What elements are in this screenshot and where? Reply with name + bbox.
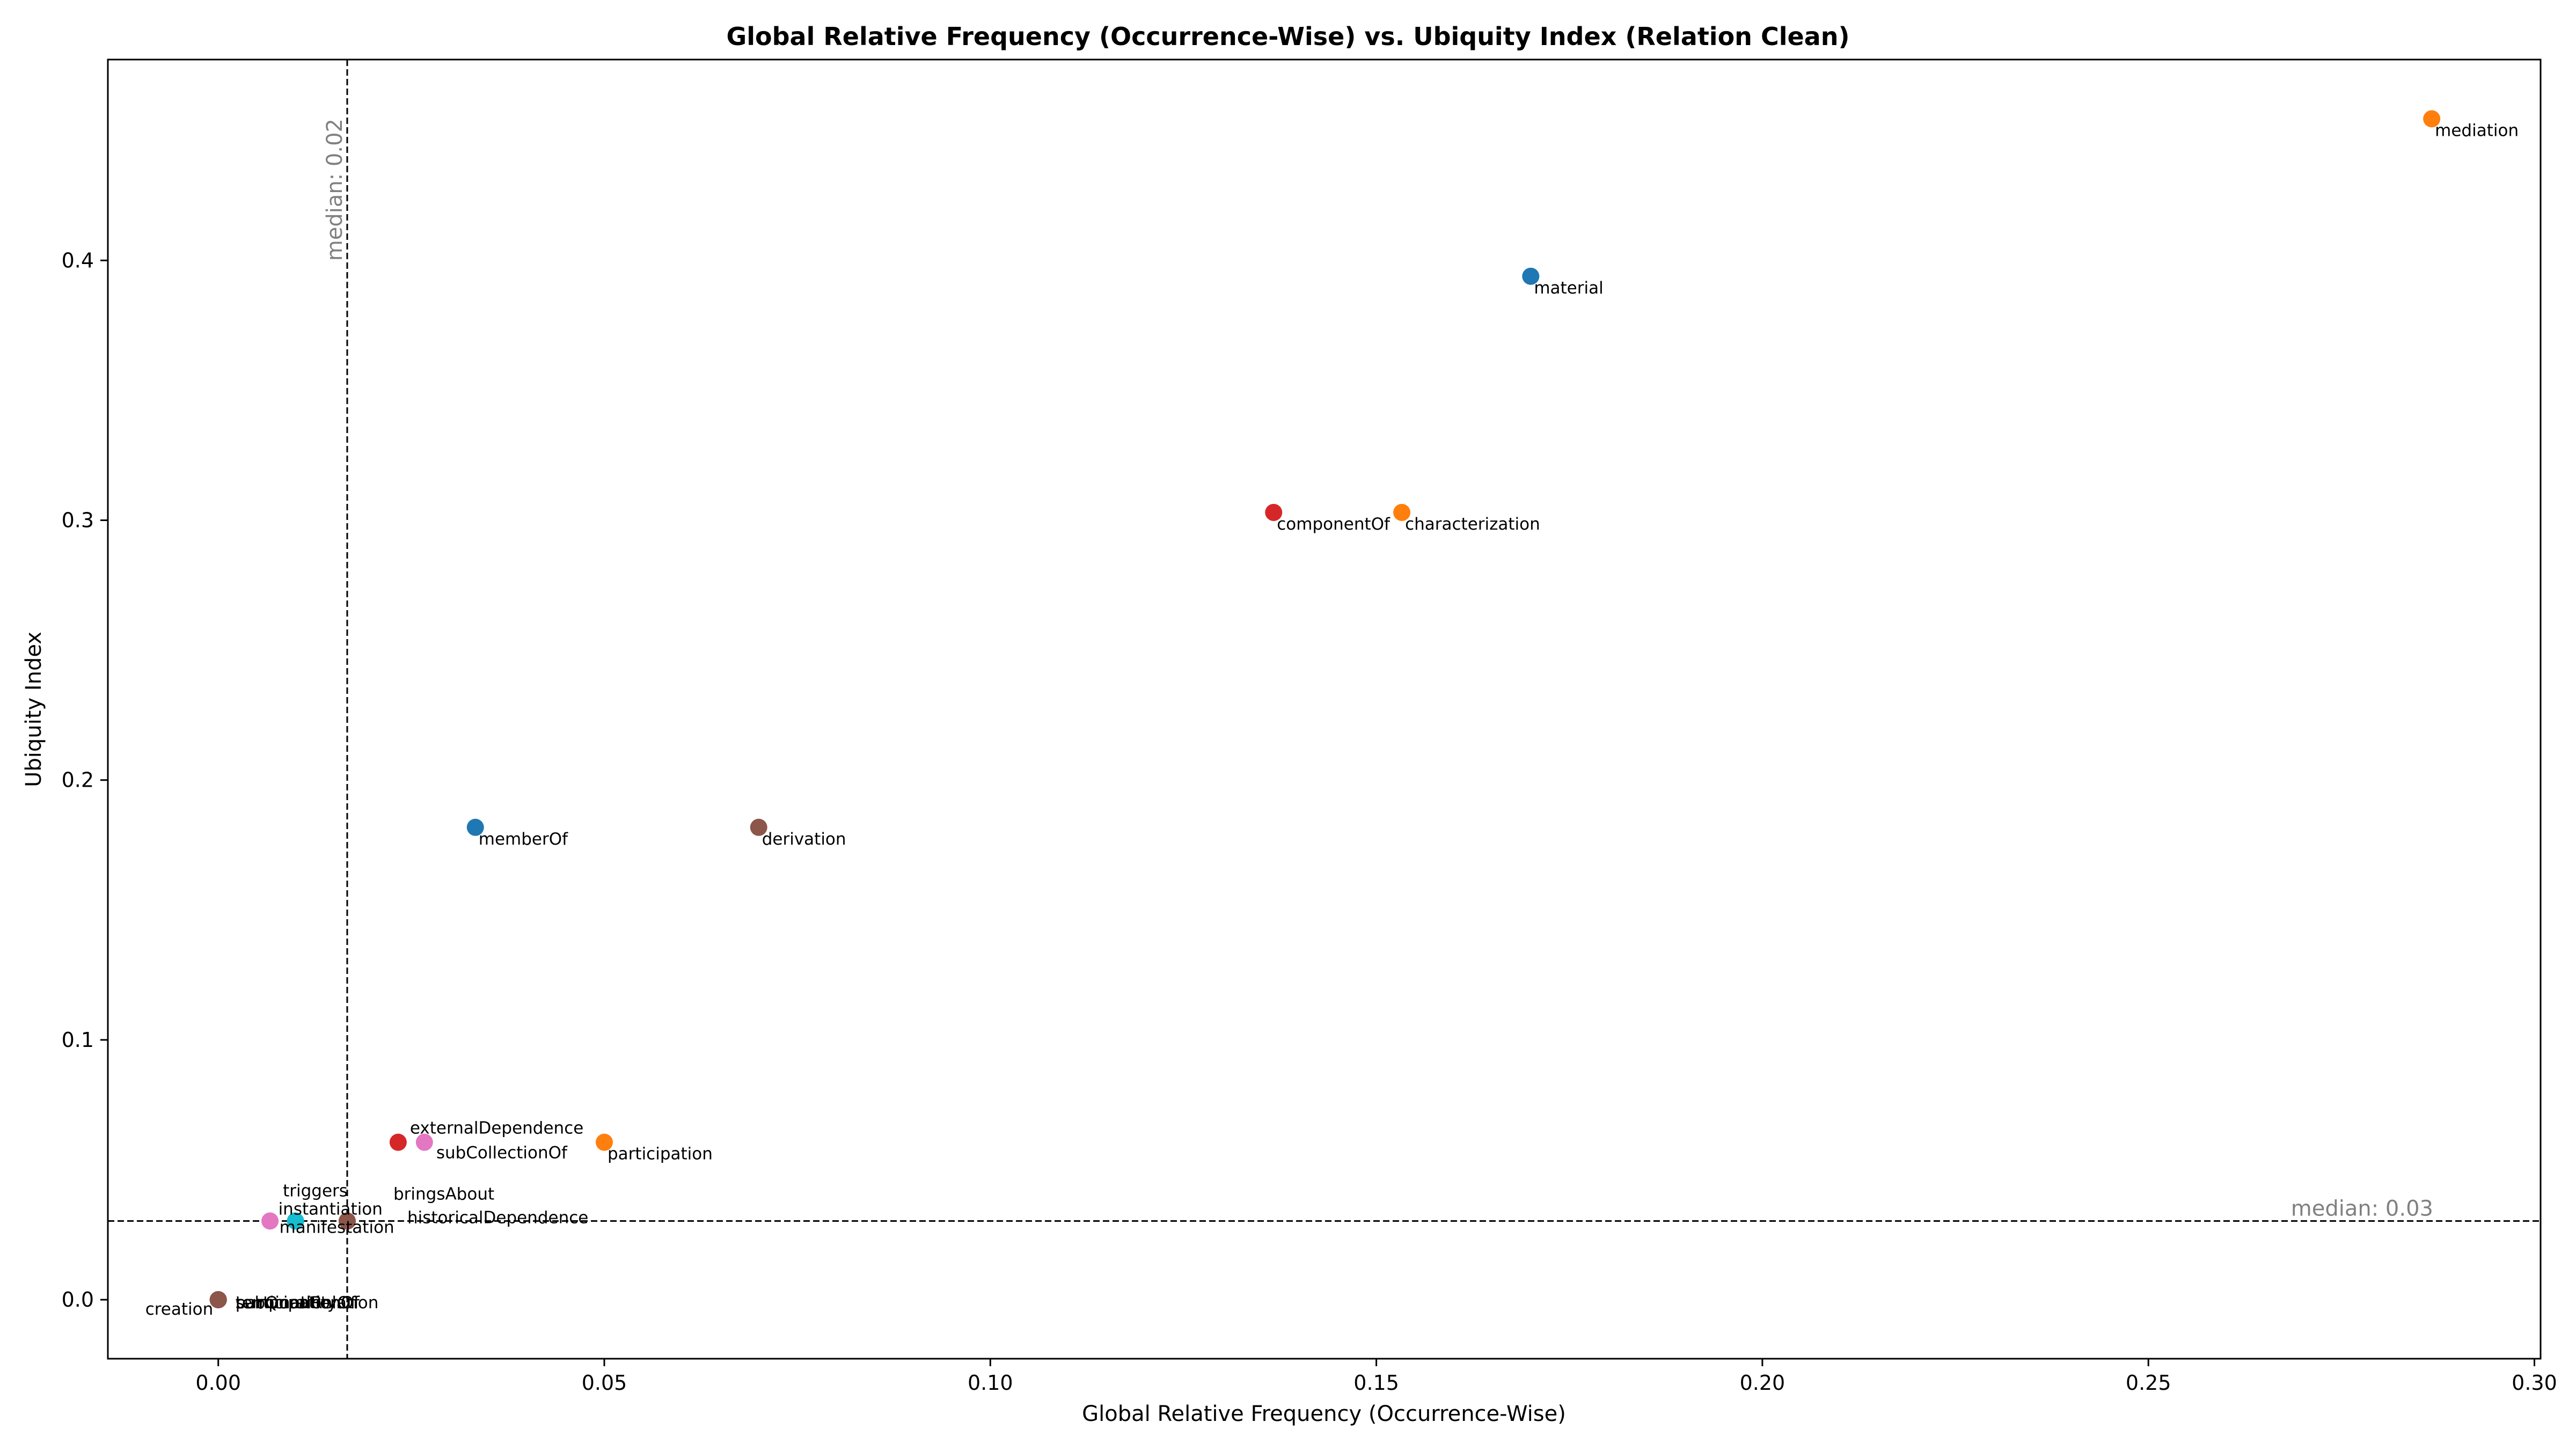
data-point-derivation — [750, 818, 767, 836]
y-tick-label: 0.1 — [62, 1028, 94, 1052]
x-tick-label: 0.10 — [968, 1371, 1013, 1395]
data-point-mediation — [2423, 110, 2441, 128]
point-label-characterization: characterization — [1405, 515, 1540, 534]
data-point-componentOf — [1265, 503, 1283, 521]
chart-title: Global Relative Frequency (Occurrence-Wi… — [727, 22, 1850, 51]
point-label-creation: creation — [145, 1300, 214, 1319]
plot-area: median: 0.02 median: 0.03 mediation materia… — [108, 60, 2541, 1359]
data-point-externalDependence — [389, 1133, 407, 1151]
point-label-subQuantityOf: subQuantityOf — [236, 1293, 357, 1313]
plot-frame — [107, 58, 2542, 1360]
data-point-memberOf — [466, 818, 484, 836]
point-label-memberOf: memberOf — [479, 830, 568, 849]
point-label-participationOf: participationOf — [236, 1293, 360, 1313]
y-tick-label: 0.0 — [62, 1288, 94, 1311]
point-label-participation: participation — [608, 1145, 713, 1164]
data-point-historicalDependence — [338, 1212, 356, 1230]
x-tick-label: 0.25 — [2126, 1371, 2171, 1395]
point-label-temporalRelation: temporalRelation — [236, 1293, 379, 1313]
data-point-temporalRelation — [209, 1291, 227, 1309]
data-point-triggers — [261, 1212, 279, 1230]
point-label-triggers: triggers — [283, 1181, 348, 1200]
median-y-label: median: 0.03 — [2291, 1196, 2433, 1221]
point-label-subCollectionOf: subCollectionOf — [436, 1144, 568, 1163]
y-axis-label: Ubiquity Index — [21, 632, 46, 787]
x-axis-label: Global Relative Frequency (Occurrence-Wi… — [1082, 1402, 1566, 1426]
y-tick-label: 0.2 — [62, 768, 94, 792]
point-label-termination: termination — [236, 1293, 332, 1313]
point-label-derivation: derivation — [762, 830, 846, 849]
data-point-subCollectionOf — [415, 1133, 433, 1151]
y-tick-label: 0.3 — [62, 508, 94, 532]
x-tick-label: 0.15 — [1353, 1371, 1399, 1395]
x-tick-label: 0.20 — [1740, 1371, 1785, 1395]
point-label-material: material — [1534, 279, 1603, 298]
data-point-participation — [596, 1133, 613, 1151]
y-tick-label: 0.4 — [62, 248, 94, 272]
data-point-material — [1522, 267, 1540, 285]
axis-ticks: 0.00 0.05 0.10 0.15 0.20 0.25 0.30 0.0 0.1 0.2 0.3… — [62, 248, 2557, 1395]
point-label-componentOf: componentOf — [1277, 515, 1391, 534]
x-tick-label: 0.00 — [195, 1371, 241, 1395]
data-point-manifestation — [287, 1212, 304, 1230]
median-x-label: median: 0.02 — [323, 119, 347, 261]
point-label-mediation: mediation — [2435, 121, 2519, 140]
point-label-instantiation: instantiation — [279, 1199, 383, 1219]
x-tick-label: 0.30 — [2512, 1371, 2557, 1395]
x-tick-label: 0.05 — [582, 1371, 627, 1395]
point-label-bringsAbout: bringsAbout — [393, 1184, 494, 1204]
point-label-historicalDependence: historicalDependence — [407, 1208, 588, 1227]
point-label-externalDependence: externalDependence — [410, 1119, 583, 1138]
point-label-manifestation: manifestation — [280, 1218, 394, 1237]
data-point-characterization — [1393, 503, 1411, 521]
